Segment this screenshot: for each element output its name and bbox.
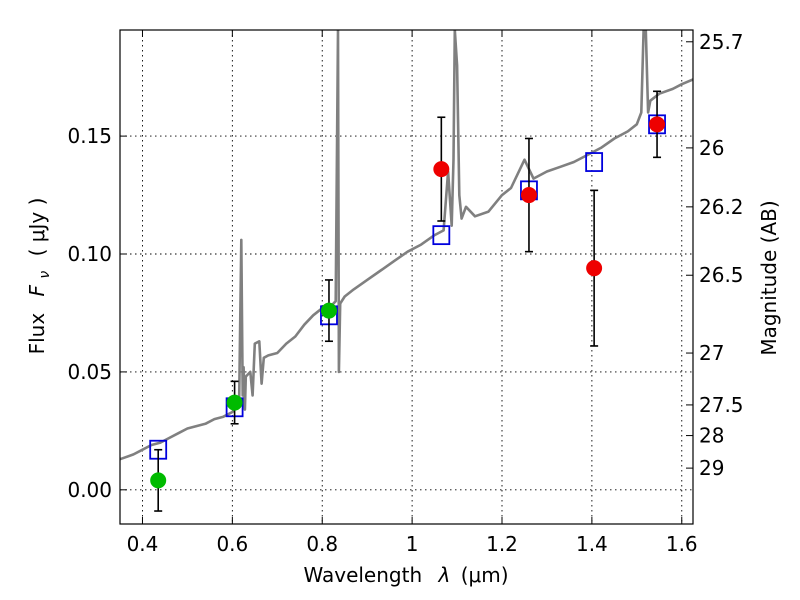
model-flux-square [432, 225, 451, 246]
observed-flux-point [226, 394, 243, 411]
y2-tick-label: 25.7 [699, 30, 744, 54]
y2-tick-label: 27.5 [699, 393, 744, 417]
y2-tick-label: 26.2 [699, 195, 744, 219]
observed-flux-point [520, 187, 537, 204]
x-axis-label: Wavelength λ (μm) [303, 563, 508, 587]
y-axis-label-symbol: F [25, 284, 49, 296]
y-tick-label: 0.05 [67, 360, 112, 384]
x-tick-label: 1.6 [666, 532, 698, 556]
observed-flux-point [320, 302, 337, 319]
y2-tick-label: 26.5 [699, 263, 744, 287]
plot-frame [119, 29, 694, 525]
x-tick-label: 1.2 [486, 532, 518, 556]
y-tick-label: 0.15 [67, 124, 112, 148]
y-tick-label: 0.00 [67, 478, 112, 502]
grid-lines [120, 30, 693, 524]
photometry-points [149, 90, 666, 512]
observed-flux-point [433, 161, 450, 178]
x-axis-label-unit: (μm) [461, 563, 509, 587]
model-flux-square [585, 152, 604, 172]
x-axis-label-text: Wavelength [303, 563, 422, 587]
axis-ticks: 0.4 0.6 0.8 1 1.2 1.4 1.6 0.00 0.05 0.10 0.15 25.7 2… [67, 30, 743, 556]
observed-flux-point [150, 472, 167, 489]
y-axis-label: Flux F ν ( μJy ) [25, 198, 54, 355]
y2-tick-label: 28 [699, 424, 724, 448]
y2-axis-label: Magnitude (AB) [757, 200, 781, 355]
x-tick-label: 1 [406, 532, 419, 556]
y-axis-label-subscript: ν [37, 271, 53, 279]
x-tick-label: 0.8 [306, 532, 338, 556]
y2-tick-label: 29 [699, 456, 724, 480]
y2-tick-label: 27 [699, 341, 724, 365]
x-tick-label: 0.4 [127, 532, 159, 556]
y-axis-label-text: Flux [25, 313, 49, 355]
y-axis-label-unit: ( μJy ) [25, 198, 49, 257]
y-tick-label: 0.10 [67, 242, 112, 266]
spectrum-line [120, 30, 693, 461]
x-tick-label: 0.6 [216, 532, 248, 556]
x-axis-label-symbol: λ [438, 563, 451, 587]
observed-flux-point [586, 260, 603, 277]
model-spectrum [120, 30, 693, 461]
observed-flux-point [649, 116, 666, 133]
y2-tick-label: 26 [699, 136, 724, 160]
x-tick-label: 1.4 [576, 532, 608, 556]
